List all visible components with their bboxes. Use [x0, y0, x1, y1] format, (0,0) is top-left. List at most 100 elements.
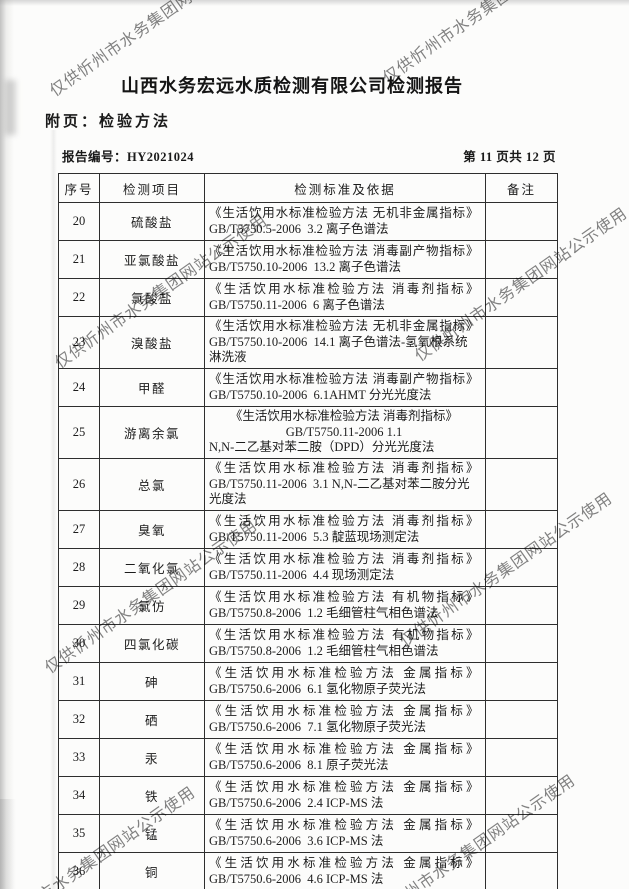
method-line: GB/T5750.10-2006 6.1AHMT 分光光度法	[209, 387, 432, 402]
method-line: 《生活饮用水标准检验方法 消毒剂指标》	[209, 513, 479, 528]
table-header-row: 序号 检测项目 检测标准及依据 备注	[58, 173, 558, 203]
scan-artifact	[5, 80, 16, 135]
header-standard: 检测标准及依据	[204, 173, 486, 203]
method-line: 《生活饮用水标准检验方法 金属指标》	[209, 817, 479, 832]
method-line: GB/T5750.8-2006 1.2 毛细管柱气相色谱法	[209, 605, 439, 620]
method-line: 《生活饮用水标准检验方法 消毒副产物指标》	[209, 243, 479, 258]
item-cell: 汞	[99, 738, 205, 777]
method-cell: 《生活饮用水标准检验方法 消毒剂指标》 GB/T5750.11-2006 3.1 …	[204, 458, 486, 511]
method-cell: 《生活饮用水标准检验方法 无机非金属指标》 GB/T5750.5-2006 3.2…	[204, 202, 486, 241]
method-cell: 《生活饮用水标准检验方法 消毒剂指标》 GB/T5750.11-2006 6 离子…	[204, 278, 486, 317]
method-line: GB/T5750.11-2006 6 离子色谱法	[209, 297, 385, 312]
header-remark: 备注	[485, 173, 558, 203]
method-line: GB/T5750.6-2006 6.1 氢化物原子荧光法	[209, 681, 427, 696]
method-line: GB/T5750.6-2006 4.6 ICP-MS 法	[209, 871, 384, 886]
row-no-cell: 34	[58, 776, 100, 815]
method-line: GB/T5750.6-2006 2.4 ICP-MS 法	[209, 795, 384, 810]
method-cell: 《生活饮用水标准检验方法 金属指标》 GB/T5750.6-2006 6.1 氢化…	[204, 662, 486, 701]
item-cell: 甲醛	[99, 368, 205, 407]
method-line: 《生活饮用水标准检验方法 金属指标》	[209, 779, 479, 794]
item-cell: 臭氧	[99, 510, 205, 549]
method-line: GB/T5750.11-2006 4.4 现场测定法	[209, 567, 395, 582]
row-no-cell: 31	[58, 662, 100, 701]
row-no-cell: 26	[58, 458, 100, 511]
row-no-cell: 22	[58, 278, 100, 317]
item-cell: 四氯化碳	[99, 624, 205, 663]
method-cell: 《生活饮用水标准检验方法 消毒剂指标》 GB/T5750.11-2006 1.1 N…	[204, 406, 486, 459]
table-row: 23 溴酸盐 《生活饮用水标准检验方法 无机非金属指标》 GB/T5750.10-20…	[58, 316, 558, 369]
method-line: 《生活饮用水标准检验方法 金属指标》	[209, 665, 479, 680]
table-row: 30 四氯化碳 《生活饮用水标准检验方法 有机物指标》 GB/T5750.8-2006…	[58, 624, 558, 663]
method-cell: 《生活饮用水标准检验方法 金属指标》 GB/T5750.6-2006 8.1 原子…	[204, 738, 486, 777]
method-line: 《生活饮用水标准检验方法 有机物指标》	[209, 627, 479, 642]
method-line: GB/T5750.8-2006 1.2 毛细管柱气相色谱法	[209, 643, 439, 658]
remark-cell	[485, 852, 558, 889]
method-line: 《生活饮用水标准检验方法 金属指标》	[209, 741, 479, 756]
method-cell: 《生活饮用水标准检验方法 有机物指标》 GB/T5750.8-2006 1.2 毛…	[204, 586, 486, 625]
table-row: 24 甲醛 《生活饮用水标准检验方法 消毒副产物指标》 GB/T5750.10-200…	[58, 368, 558, 407]
table-row: 32 硒《生活饮用水标准检验方法 金属指标》 GB/T5750.6-2006 7.1…	[58, 700, 558, 739]
item-cell: 总氯	[99, 458, 205, 511]
report-number-value: HY2021024	[127, 150, 195, 164]
row-no-cell: 33	[58, 738, 100, 777]
method-line: 《生活饮用水标准检验方法 无机非金属指标》	[209, 205, 479, 220]
report-meta-row: 报告编号：HY2021024 第 11 页共 12 页	[62, 146, 556, 165]
scan-edge-shadow	[0, 0, 14, 889]
remark-cell	[485, 776, 558, 815]
remark-cell	[485, 586, 558, 625]
method-cell: 《生活饮用水标准检验方法 消毒剂指标》 GB/T5750.11-2006 4.4 …	[204, 548, 486, 587]
attachment-heading: 附页：检验方法	[45, 114, 172, 130]
row-no-cell: 32	[58, 700, 100, 739]
item-cell: 硒	[99, 700, 205, 739]
method-line: 光度法	[209, 492, 247, 507]
method-line: 淋洗液	[209, 350, 247, 365]
remark-cell	[485, 700, 558, 739]
item-cell: 铁	[99, 776, 205, 815]
item-cell: 氯酸盐	[99, 278, 205, 317]
table-row: 27 臭氧 《生活饮用水标准检验方法 消毒剂指标》 GB/T5750.11-2006 …	[58, 510, 558, 549]
method-line: GB/T5750.11-2006 3.1 N,N-二乙基对苯二胺分光	[209, 476, 470, 491]
method-line: GB/T5750.11-2006 1.1	[285, 424, 403, 439]
table-row: 26 总氯 《生活饮用水标准检验方法 消毒剂指标》 GB/T5750.11-2006 …	[58, 458, 558, 511]
row-no-cell: 24	[58, 368, 100, 407]
method-line: GB/T5750.6-2006 8.1 原子荧光法	[209, 757, 389, 772]
row-no-cell: 36	[58, 852, 100, 889]
method-line: GB/T5750.11-2006 5.3 靛蓝现场测定法	[209, 529, 420, 544]
method-cell: 《生活饮用水标准检验方法 有机物指标》 GB/T5750.8-2006 1.2 毛…	[204, 624, 486, 663]
method-cell: 《生活饮用水标准检验方法 金属指标》 GB/T5750.6-2006 7.1 氢化…	[204, 700, 486, 739]
remark-cell	[485, 814, 558, 853]
remark-cell	[485, 738, 558, 777]
table-row: 35 锰《生活饮用水标准检验方法 金属指标》 GB/T5750.6-2006 3.6…	[58, 814, 558, 853]
row-no-cell: 21	[58, 240, 100, 279]
remark-cell	[485, 458, 558, 511]
report-number-label: 报告编号：	[62, 150, 128, 164]
item-cell: 氯仿	[99, 586, 205, 625]
methods-table: 序号 检测项目 检测标准及依据 备注 20 硫酸盐 《生活饮用水标准检验方法 无机非…	[58, 173, 558, 889]
method-cell: 《生活饮用水标准检验方法 无机非金属指标》 GB/T5750.10-2006 14…	[204, 316, 486, 369]
method-line: 《生活饮用水标准检验方法 消毒剂指标》	[229, 409, 459, 424]
table-row: 20 硫酸盐 《生活饮用水标准检验方法 无机非金属指标》 GB/T5750.5-200…	[58, 202, 558, 241]
remark-cell	[485, 368, 558, 407]
method-line: 《生活饮用水标准检验方法 金属指标》	[209, 855, 479, 870]
page-indicator: 第 11 页共 12 页	[463, 150, 556, 164]
methods-table-body: 20 硫酸盐 《生活饮用水标准检验方法 无机非金属指标》 GB/T5750.5-200…	[58, 202, 558, 889]
remark-cell	[485, 548, 558, 587]
table-row: 36 铜《生活饮用水标准检验方法 金属指标》 GB/T5750.6-2006 4.6…	[58, 852, 558, 889]
item-cell: 锰	[99, 814, 205, 853]
item-cell: 游离余氯	[99, 406, 205, 459]
header-item: 检测项目	[99, 173, 205, 203]
remark-cell	[485, 202, 558, 241]
item-cell: 溴酸盐	[99, 316, 205, 369]
header-no: 序号	[58, 173, 100, 203]
row-no-cell: 25	[58, 406, 100, 459]
table-row: 31 砷《生活饮用水标准检验方法 金属指标》 GB/T5750.6-2006 6.1…	[58, 662, 558, 701]
page-title: 山西水务宏远水质检测有限公司检测报告	[121, 76, 463, 96]
remark-cell	[485, 316, 558, 369]
row-no-cell: 20	[58, 202, 100, 241]
item-cell: 硫酸盐	[99, 202, 205, 241]
method-line: N,N-二乙基对苯二胺（DPD）分光光度法	[209, 440, 435, 455]
scan-corner-shadow	[0, 799, 16, 889]
table-row: 28 二氧化氯 《生活饮用水标准检验方法 消毒剂指标》 GB/T5750.11-200…	[58, 548, 558, 587]
method-line: GB/T5750.10-2006 14.1 离子色谱法-氢氧根系统	[209, 334, 468, 349]
